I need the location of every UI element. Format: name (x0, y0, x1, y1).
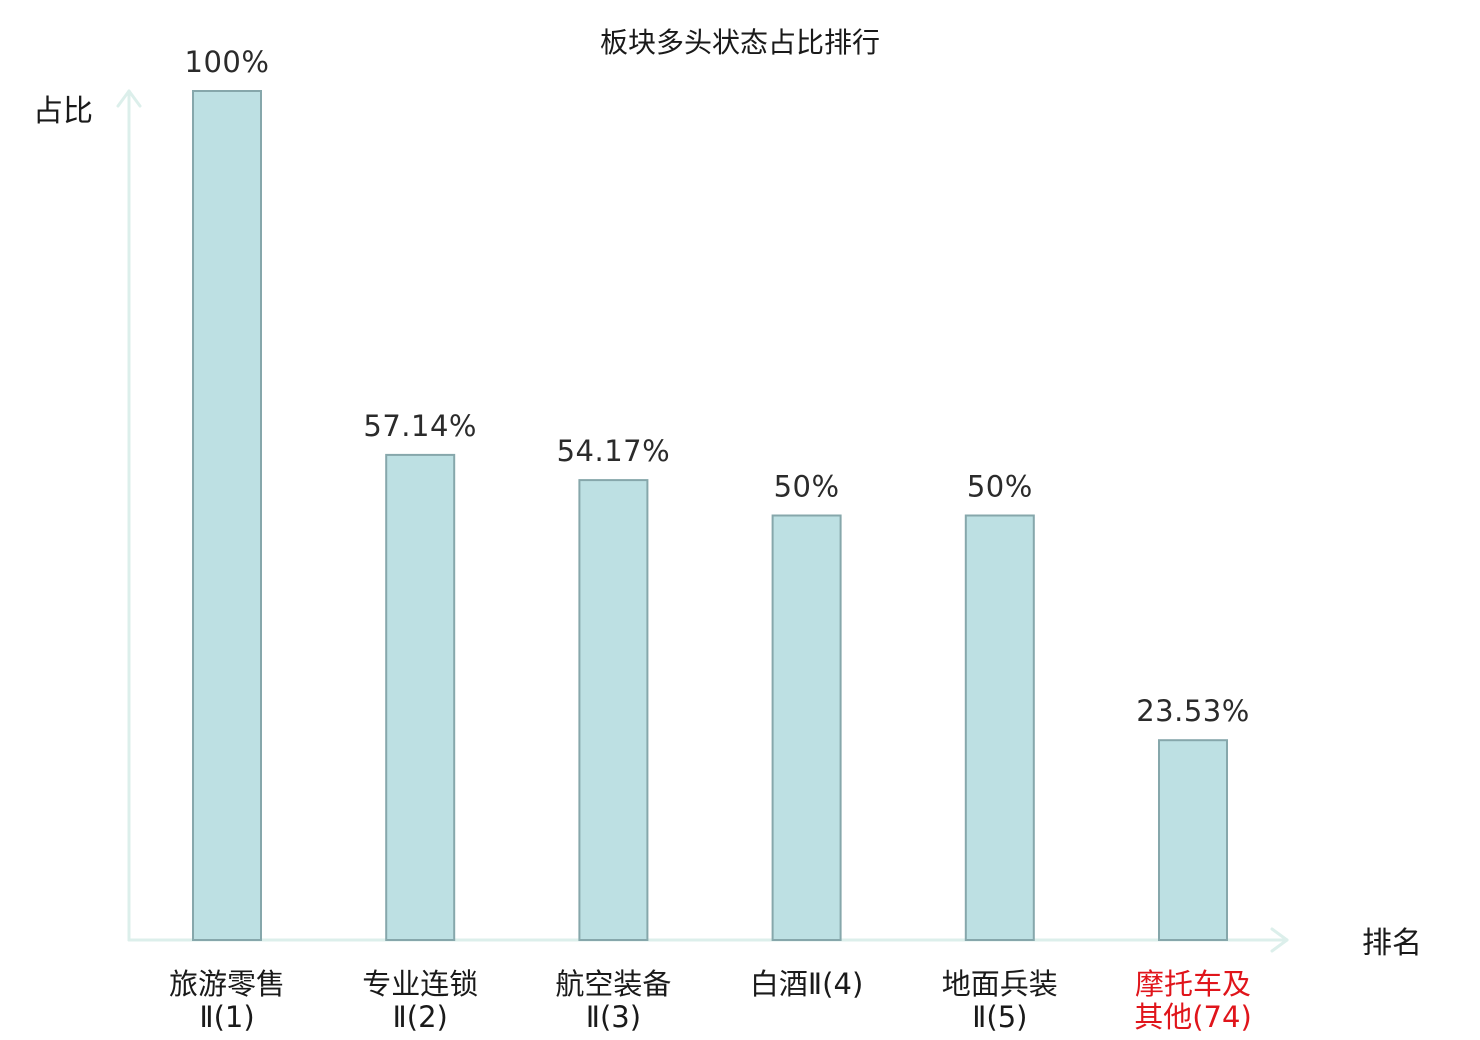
tick-label: 旅游零售 Ⅱ(1) (169, 967, 285, 1034)
bar (192, 90, 262, 941)
tick-label-line: Ⅱ(1) (199, 1000, 254, 1034)
data-label: 23.53% (1136, 694, 1250, 728)
tick-label-line: 旅游零售 (169, 967, 285, 1001)
tick-label-line: 其他(74) (1134, 1000, 1252, 1034)
data-label: 50% (967, 470, 1033, 504)
bar (578, 479, 649, 941)
bar (1158, 739, 1228, 942)
tick-label-line: 航空装备 (555, 967, 671, 1001)
bars (192, 90, 1228, 942)
data-label: 100% (185, 45, 270, 79)
bar (771, 514, 842, 941)
tick-label: 摩托车及其他(74) (1134, 967, 1252, 1034)
tick-label: 白酒Ⅱ(4) (750, 967, 863, 1001)
tick-label-line: 专业连锁 (362, 967, 478, 1001)
bar (385, 453, 456, 941)
value-labels: 100% 57.14% 54.17% 50% 50% 23.53% (185, 45, 1250, 728)
tick-label-line: Ⅱ(2) (393, 1000, 448, 1034)
tick-label-line: 摩托车及 (1135, 967, 1251, 1001)
tick-label-line: Ⅱ(5) (972, 1000, 1027, 1034)
axes (116, 89, 1289, 953)
x-axis-label: 排名 (1362, 926, 1422, 961)
data-label: 54.17% (557, 434, 671, 468)
tick-label-line: Ⅱ(3) (586, 1000, 641, 1034)
y-axis-label: 占比 (33, 94, 93, 129)
data-label: 57.14% (363, 409, 477, 443)
x-axis-arrow (1270, 927, 1289, 953)
tick-label-line: 白酒Ⅱ(4) (750, 967, 863, 1001)
data-label: 50% (774, 470, 840, 504)
chart-title: 板块多头状态占比排行 (600, 26, 880, 59)
bar (964, 514, 1035, 941)
tick-label: 地面兵装 Ⅱ(5) (942, 967, 1058, 1034)
tick-label: 专业连锁 Ⅱ(2) (362, 967, 478, 1034)
tick-label-line: 地面兵装 (942, 967, 1058, 1001)
tick-label: 航空装备 Ⅱ(3) (555, 967, 671, 1034)
category-labels: 旅游零售 Ⅱ(1) 专业连锁 Ⅱ(2) 航空装备 Ⅱ(3) 白酒Ⅱ(4) 地面兵装 Ⅱ(5) 摩托… (169, 967, 1252, 1034)
